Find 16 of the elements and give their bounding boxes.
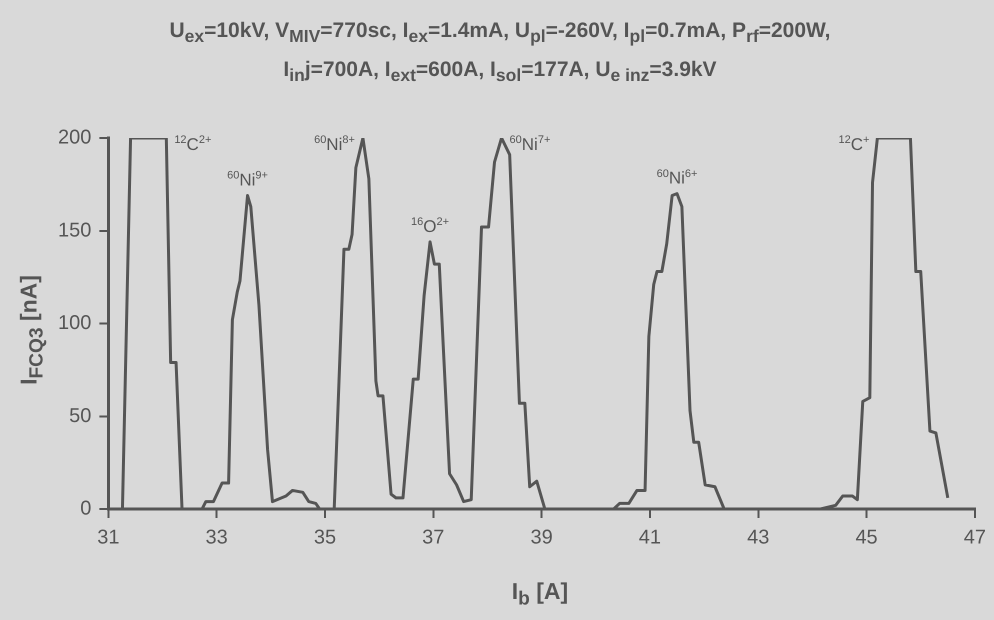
x-tick-label: 31 bbox=[97, 526, 120, 549]
chart-title: U$_{ex}$=10kV, V$_{MIV}$=770sc, I$_{ex}$=1.4mA, U$_{pl}$=-260V, I$_{pl}$=0.7mA, P$_{rf}$=200W, I$_{in}$j=700A, I$_{ext}$=600A, I$_{sol}$=177A, U$_{e inz}$=3.9kV bbox=[169, 19, 831, 86]
x-tick-label: 43 bbox=[747, 526, 770, 549]
x-tick-label: 37 bbox=[422, 526, 444, 549]
x-tick-label: 33 bbox=[206, 526, 228, 549]
x-axis-title: I$_{b}$ [A] bbox=[512, 578, 568, 611]
y-tick-label: 50 bbox=[69, 404, 92, 427]
x-tick-label: 47 bbox=[964, 526, 986, 549]
y-tick-label: 150 bbox=[58, 219, 92, 242]
x-tick-label: 39 bbox=[530, 526, 553, 549]
x-tick-label: 35 bbox=[314, 526, 336, 549]
y-tick-label: 200 bbox=[58, 126, 92, 149]
x-tick-label: 45 bbox=[855, 526, 878, 549]
y-tick-label: 0 bbox=[80, 498, 92, 520]
y-tick-label: 100 bbox=[58, 312, 92, 334]
x-tick-label: 41 bbox=[638, 526, 662, 549]
